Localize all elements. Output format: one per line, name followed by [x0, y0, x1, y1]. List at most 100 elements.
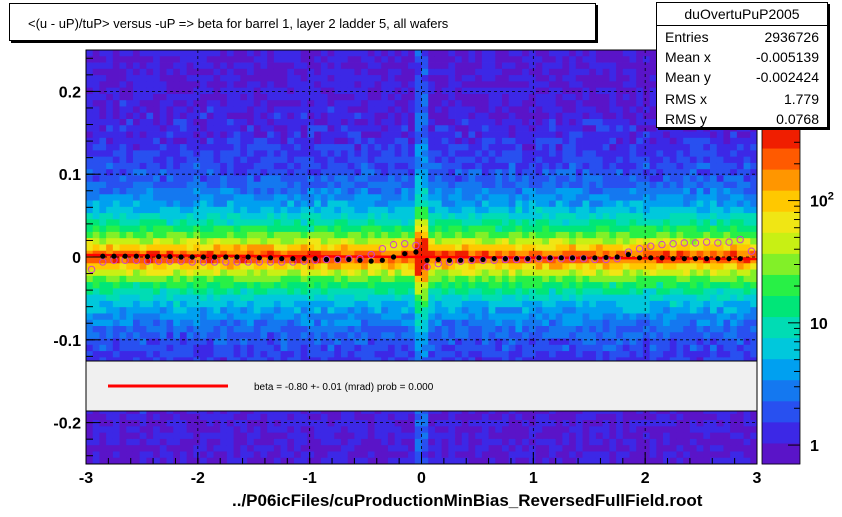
heatmap-cell: [542, 156, 550, 164]
heatmap-cell: [186, 87, 194, 95]
heatmap-cell: [461, 263, 469, 270]
heatmap-cell: [589, 188, 597, 195]
heatmap-cell: [535, 269, 543, 277]
heatmap-cell: [320, 200, 328, 208]
heatmap-cell: [542, 62, 550, 70]
heatmap-cell: [582, 294, 590, 302]
heatmap-cell: [280, 75, 288, 82]
heatmap-cell: [146, 75, 154, 82]
heatmap-cell: [441, 426, 449, 434]
heatmap-cell: [273, 62, 281, 70]
heatmap-cell: [307, 326, 315, 333]
heatmap-cell: [340, 112, 349, 120]
heatmap-cell: [374, 319, 382, 327]
heatmap-cell: [448, 56, 456, 63]
heatmap-cell: [307, 344, 315, 352]
heatmap-cell: [179, 219, 188, 227]
heatmap-cell: [86, 75, 94, 82]
heatmap-cell: [481, 307, 489, 314]
heatmap-cell: [213, 326, 221, 333]
heatmap-cell: [233, 50, 241, 57]
heatmap-cell: [240, 275, 248, 283]
heatmap-cell: [548, 181, 557, 189]
heatmap-cell: [434, 87, 443, 95]
heatmap-cell: [394, 219, 402, 227]
heatmap-cell: [367, 144, 375, 151]
heatmap-cell: [253, 451, 261, 459]
heatmap-cell: [193, 319, 201, 327]
heatmap-cell: [575, 426, 583, 434]
heatmap-cell: [569, 319, 577, 327]
heatmap-cell: [387, 438, 396, 446]
heatmap-cell: [92, 93, 100, 101]
heatmap-cell: [240, 56, 248, 63]
heatmap-cell: [314, 257, 322, 264]
heatmap-cell: [173, 300, 181, 308]
heatmap-cell: [240, 445, 248, 452]
heatmap-cell: [381, 313, 389, 321]
heatmap-cell: [146, 432, 154, 440]
heatmap-cell: [159, 119, 167, 126]
heatmap-cell: [495, 294, 503, 302]
heatmap-cell: [307, 231, 315, 239]
heatmap-cell: [575, 451, 583, 459]
heatmap-cell: [488, 269, 496, 277]
heatmap-cell: [535, 445, 543, 452]
heatmap-cell: [401, 194, 409, 201]
heatmap-cell: [193, 231, 201, 239]
heatmap-cell: [575, 200, 583, 208]
heatmap-cell: [126, 112, 134, 120]
heatmap-cell: [132, 200, 141, 208]
heatmap-cell: [542, 131, 550, 139]
heatmap-cell: [173, 87, 181, 95]
heatmap-cell: [233, 131, 241, 139]
heatmap-cell: [562, 457, 570, 464]
heatmap-cell: [340, 426, 349, 434]
heatmap-cell: [569, 188, 577, 195]
heatmap-cell: [528, 68, 536, 76]
heatmap-cell: [535, 81, 543, 89]
heatmap-cell: [226, 338, 235, 346]
heatmap-cell: [126, 200, 134, 208]
heatmap-cell: [287, 300, 295, 308]
heatmap-cell: [387, 413, 396, 421]
heatmap-cell: [408, 231, 416, 239]
heatmap-cell: [401, 150, 409, 158]
heatmap-cell: [569, 93, 577, 101]
heatmap-cell: [361, 257, 369, 264]
heatmap-cell: [179, 438, 188, 446]
heatmap-cell: [253, 175, 261, 183]
heatmap-cell: [441, 275, 449, 283]
heatmap-cell: [327, 426, 335, 434]
heatmap-cell: [240, 162, 248, 170]
heatmap-cell: [455, 181, 463, 189]
heatmap-cell: [206, 351, 214, 358]
heatmap-cell: [448, 269, 456, 277]
heatmap-cell: [146, 194, 154, 201]
heatmap-cell: [327, 413, 335, 421]
heatmap-cell: [139, 150, 147, 158]
heatmap-cell: [247, 457, 255, 464]
heatmap-cell: [481, 238, 489, 245]
heatmap-cell: [307, 257, 315, 264]
heatmap-cell: [428, 56, 436, 63]
heatmap-cell: [112, 68, 120, 76]
heatmap-cell: [542, 344, 550, 352]
heatmap-cell: [340, 457, 349, 464]
heatmap-cell: [367, 81, 375, 89]
heatmap-cell: [569, 457, 577, 464]
heatmap-cell: [575, 344, 583, 352]
heatmap-cell: [106, 87, 114, 95]
heatmap-cell: [367, 263, 375, 270]
heatmap-cell: [287, 420, 295, 427]
heatmap-cell: [280, 81, 288, 89]
heatmap-cell: [153, 313, 161, 321]
heatmap-cell: [502, 81, 510, 89]
heatmap-cell: [132, 137, 141, 145]
heatmap-cell: [126, 62, 134, 70]
heatmap-cell: [394, 162, 402, 170]
heatmap-cell: [267, 87, 275, 95]
heatmap-cell: [394, 106, 402, 114]
heatmap-cell: [200, 457, 208, 464]
heatmap-cell: [354, 56, 362, 63]
